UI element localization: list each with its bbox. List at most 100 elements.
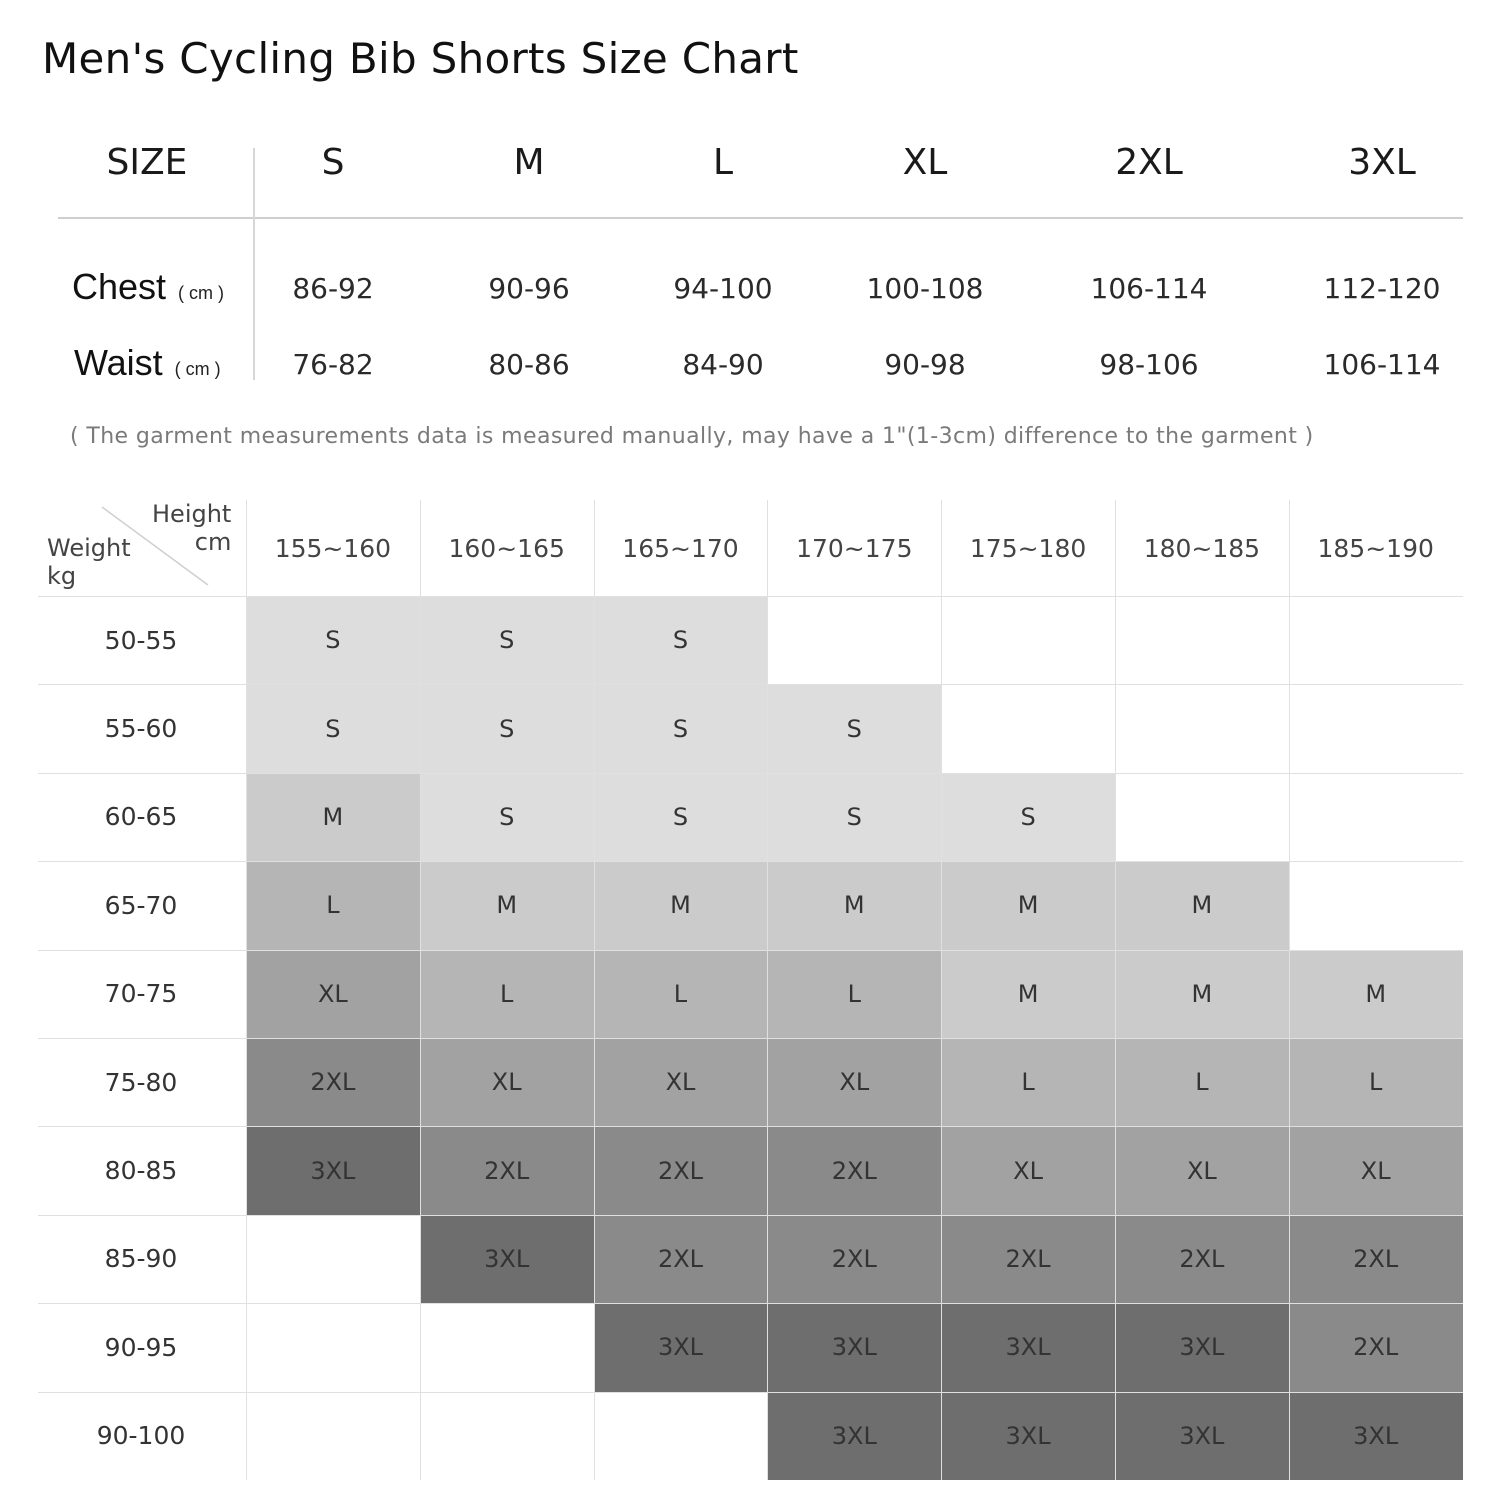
size-cell: 3XL xyxy=(1288,1391,1463,1480)
size-cell: XL xyxy=(593,1038,768,1127)
weight-label: 60-65 xyxy=(104,802,178,832)
measurement-value: 80-86 xyxy=(488,348,570,381)
measurement-table: SIZE S M L XL 2XL 3XL Chest ( cm ) 86-92 90-96 94… xyxy=(58,128,1463,390)
size-cell: M xyxy=(941,861,1115,950)
height-header: 180~185 xyxy=(1143,533,1261,563)
weight-label: 70-75 xyxy=(104,979,178,1009)
grid-column-line xyxy=(767,500,769,1480)
measurement-note: ( The garment measurements data is measu… xyxy=(70,424,1314,449)
grid-column-line xyxy=(1288,500,1290,1480)
size-cell: S xyxy=(767,684,942,773)
size-cell: S xyxy=(593,684,768,773)
measurement-value: 86-92 xyxy=(292,272,374,305)
measurement-value: 90-98 xyxy=(884,348,966,381)
size-recommendation-grid: Height cm Weight kg 155~160 160~165 165~17… xyxy=(38,500,1463,1480)
size-cell: M xyxy=(593,861,768,950)
height-header: 165~170 xyxy=(622,533,739,563)
size-cell: S xyxy=(941,772,1115,862)
size-cell: M xyxy=(767,861,942,950)
size-cell: 2XL xyxy=(1288,1303,1463,1392)
measurement-name: Waist xyxy=(74,342,163,383)
page-title: Men's Cycling Bib Shorts Size Chart xyxy=(42,34,799,83)
size-cell: 2XL xyxy=(941,1214,1115,1304)
grid-row-line xyxy=(38,1126,1463,1128)
size-header: XL xyxy=(902,142,948,183)
size-cell: S xyxy=(419,772,594,862)
empty-cell xyxy=(1115,773,1289,861)
label-divider xyxy=(253,148,255,380)
size-cell: 2XL xyxy=(1115,1214,1289,1304)
size-cell: L xyxy=(941,1038,1115,1127)
weight-label: 65-70 xyxy=(104,890,178,920)
size-cell: L xyxy=(246,861,420,950)
size-header-label: SIZE xyxy=(106,142,188,183)
size-cell: 2XL xyxy=(246,1038,420,1127)
size-cell: L xyxy=(419,949,594,1038)
empty-cell xyxy=(594,1392,768,1480)
grid-row-line xyxy=(38,1391,1463,1393)
size-cell: XL xyxy=(1115,1126,1289,1215)
size-cell: 3XL xyxy=(1115,1303,1289,1392)
empty-cell xyxy=(1115,596,1289,684)
measurement-name: Chest xyxy=(72,266,167,307)
weight-label: 85-90 xyxy=(104,1244,178,1274)
size-cell: 2XL xyxy=(1288,1214,1463,1304)
weight-label: 55-60 xyxy=(104,714,178,744)
empty-cell xyxy=(246,1392,420,1480)
empty-cell xyxy=(767,596,941,684)
size-cell: 3XL xyxy=(941,1391,1115,1480)
size-cell: 2XL xyxy=(593,1126,768,1215)
grid-column-line xyxy=(941,500,943,1480)
measurement-value: 76-82 xyxy=(292,348,374,381)
grid-column-line xyxy=(593,500,595,1480)
weight-unit: kg xyxy=(47,562,77,590)
empty-cell xyxy=(1289,773,1463,861)
size-cell: 2XL xyxy=(767,1214,942,1304)
weight-label: 50-55 xyxy=(104,625,178,655)
grid-row-line xyxy=(38,684,1463,686)
size-header: 2XL xyxy=(1115,142,1183,183)
measurement-value: 90-96 xyxy=(488,272,570,305)
measurement-unit: ( cm ) xyxy=(174,359,221,379)
empty-cell xyxy=(246,1215,420,1303)
empty-cell xyxy=(941,684,1115,772)
size-cell: S xyxy=(246,684,420,773)
size-header: S xyxy=(321,142,345,183)
grid-row-line xyxy=(38,949,1463,951)
size-cell: M xyxy=(1115,949,1289,1038)
size-cell: XL xyxy=(419,1038,594,1127)
size-cell: 3XL xyxy=(1115,1391,1289,1480)
empty-cell xyxy=(1289,596,1463,684)
corner-height-label: Height cm xyxy=(152,500,231,556)
height-header: 155~160 xyxy=(274,533,392,563)
height-header: 170~175 xyxy=(796,533,913,563)
size-cell: M xyxy=(419,861,594,950)
size-header: M xyxy=(513,142,545,183)
size-cell: 3XL xyxy=(941,1303,1115,1392)
measurement-value: 98-106 xyxy=(1099,348,1199,381)
size-cell: S xyxy=(593,596,768,685)
height-header: 185~190 xyxy=(1317,533,1434,563)
grid-row-line xyxy=(38,1038,1463,1039)
size-cell: XL xyxy=(246,949,420,1038)
measurement-row-label: Waist ( cm ) xyxy=(74,342,221,384)
weight-label: 90-95 xyxy=(104,1332,178,1362)
size-cell: L xyxy=(1115,1038,1289,1127)
size-cell: L xyxy=(1288,1038,1463,1127)
size-cell: XL xyxy=(941,1126,1115,1215)
size-cell: S xyxy=(767,772,942,862)
size-cell: 3XL xyxy=(419,1214,594,1304)
corner-weight-label: Weight kg xyxy=(47,534,131,590)
grid-row-line xyxy=(38,1303,1463,1305)
size-cell: S xyxy=(419,684,594,773)
size-cell: 3XL xyxy=(593,1303,768,1392)
size-cell: M xyxy=(246,772,420,862)
size-cell: M xyxy=(1115,861,1289,950)
size-cell: XL xyxy=(767,1038,942,1127)
size-header: L xyxy=(712,142,734,183)
weight-label: Weight xyxy=(47,534,131,562)
empty-cell xyxy=(420,1303,594,1391)
empty-cell xyxy=(941,596,1115,684)
header-divider xyxy=(58,217,1463,219)
measurement-value: 84-90 xyxy=(682,348,764,381)
